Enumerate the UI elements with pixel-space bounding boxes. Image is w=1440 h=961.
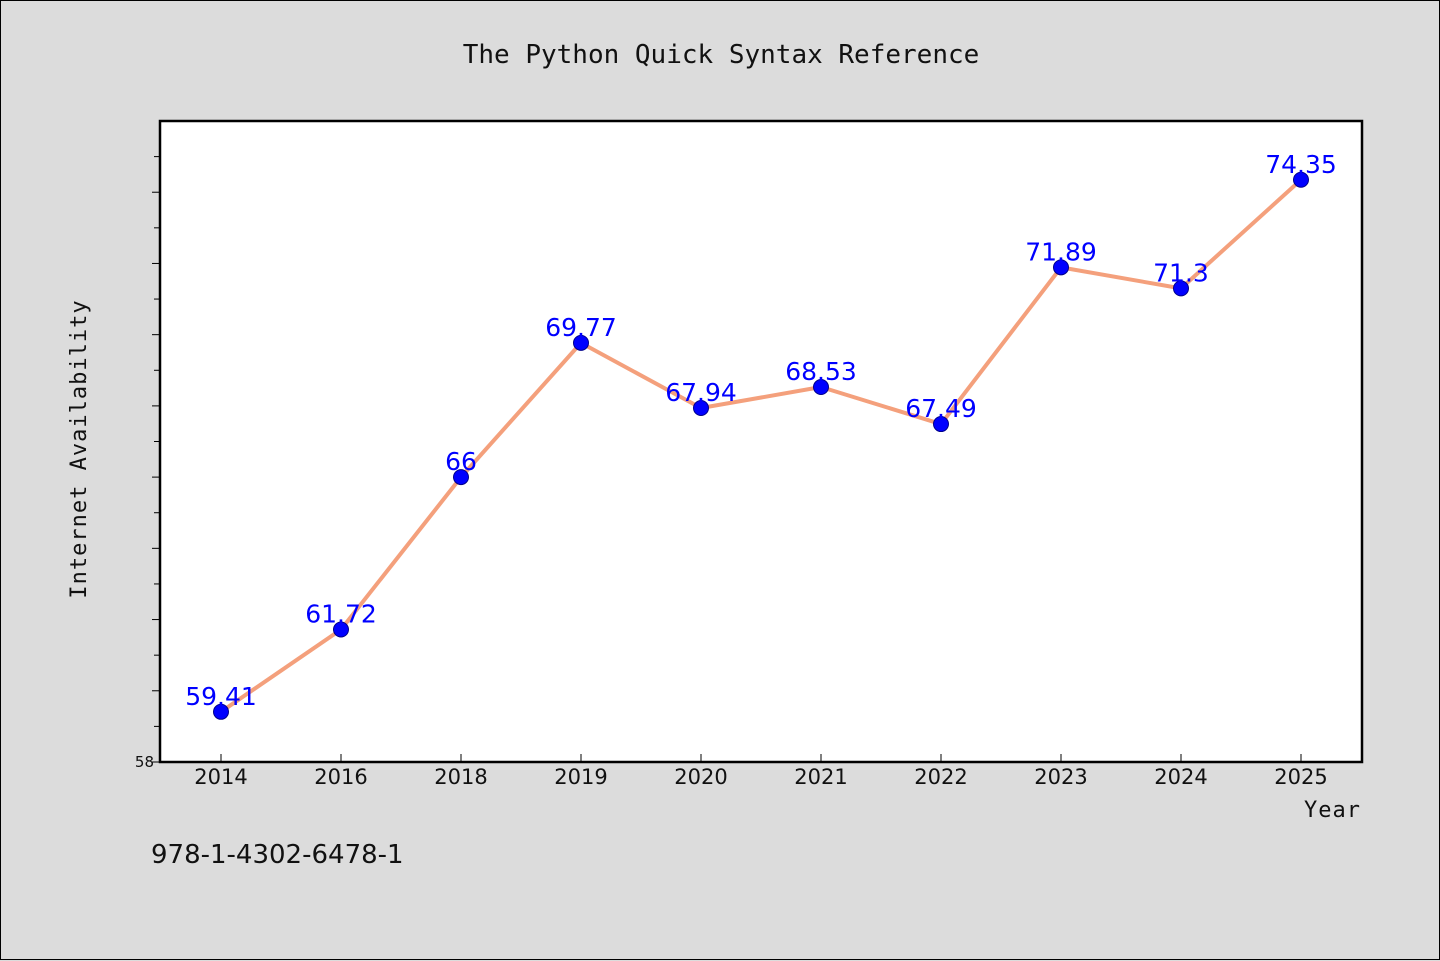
plot-area <box>158 119 1364 764</box>
data-label: 59.41 <box>185 682 257 711</box>
data-label: 61.72 <box>305 600 377 629</box>
data-point <box>453 469 469 486</box>
data-point <box>1293 171 1309 188</box>
data-point <box>813 379 829 396</box>
data-label: 67.49 <box>905 394 977 423</box>
data-point <box>333 621 349 638</box>
data-point <box>933 416 949 433</box>
data-label: 67.94 <box>665 378 737 407</box>
y-tick-label: 58 <box>135 753 154 771</box>
x-tick-label: 2019 <box>554 765 607 789</box>
chart-title: The Python Quick Syntax Reference <box>463 40 980 70</box>
data-point <box>213 703 229 720</box>
data-label: 71.3 <box>1153 258 1209 287</box>
data-labels: 59.41 61.72 66 69.77 67.94 68.53 67.49 71.89 71.… <box>185 150 1337 711</box>
data-point <box>573 334 589 351</box>
data-label: 66 <box>445 447 477 476</box>
x-tick-label: 2023 <box>1034 765 1087 789</box>
x-tick-label: 2024 <box>1154 765 1207 789</box>
data-label: 69.77 <box>545 313 617 342</box>
footnote-isbn: 978-1-4302-6478-1 <box>151 840 404 870</box>
data-label: 68.53 <box>785 357 857 386</box>
x-tick-label: 2018 <box>434 765 487 789</box>
x-axis-ticks: 2014 2016 2018 2019 2020 2021 2022 2023 2024 2025 <box>194 754 1328 789</box>
x-tick-label: 2025 <box>1274 765 1327 789</box>
data-label: 71.89 <box>1025 237 1097 266</box>
data-markers <box>213 171 1309 720</box>
x-tick-label: 2016 <box>314 765 367 789</box>
y-axis-ticks: 58 <box>135 156 160 771</box>
data-label: 74.35 <box>1265 150 1337 179</box>
x-tick-label: 2020 <box>674 765 727 789</box>
series-line <box>219 178 1303 714</box>
y-axis-label: Internet Availability <box>67 299 92 598</box>
x-axis-label: Year <box>1304 798 1361 823</box>
x-tick-label: 2022 <box>914 765 967 789</box>
x-tick-label: 2014 <box>194 765 247 789</box>
data-point <box>693 400 709 417</box>
data-point <box>1173 280 1189 297</box>
x-tick-label: 2021 <box>794 765 847 789</box>
data-point <box>1053 259 1069 276</box>
